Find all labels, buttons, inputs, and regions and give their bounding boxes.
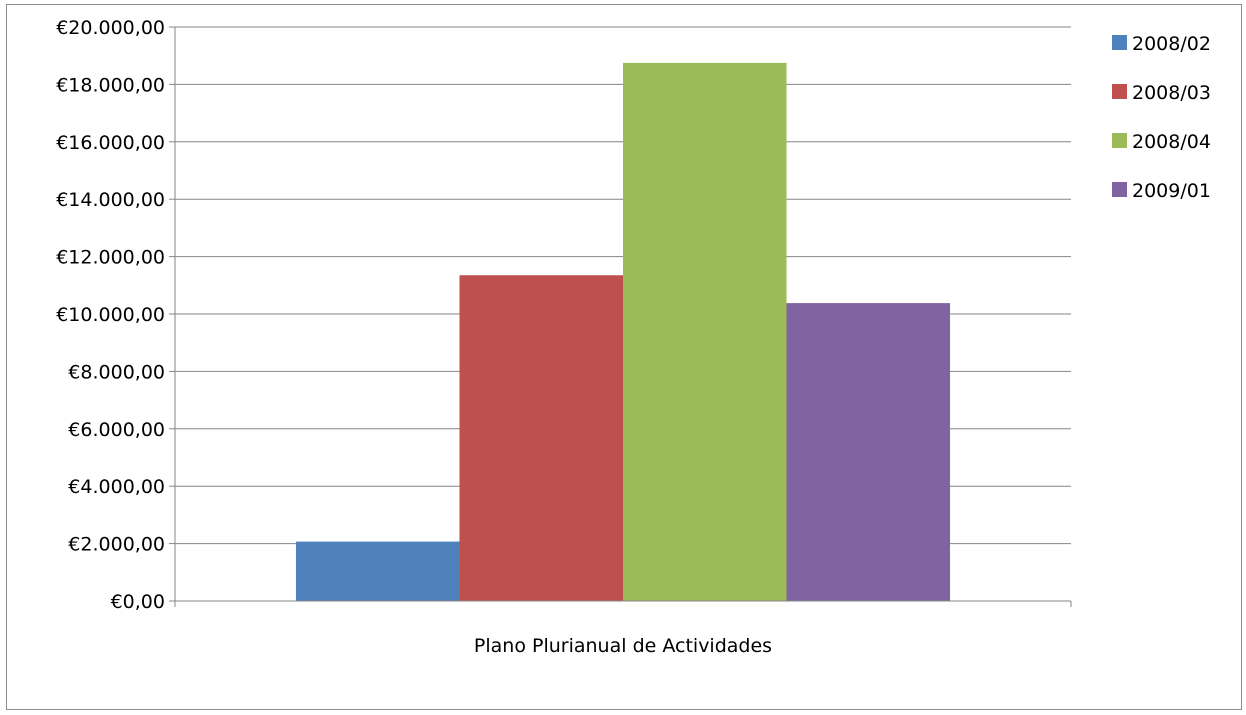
x-axis: Plano Plurianual de Actividades bbox=[174, 600, 1072, 657]
legend-label: 2009/01 bbox=[1132, 180, 1211, 202]
y-tick-label: €2.000,00 bbox=[68, 534, 165, 556]
legend-swatch bbox=[1112, 133, 1127, 148]
legend: 2008/02 2008/03 2008/04 2009/01 bbox=[1112, 33, 1211, 202]
y-tick-label: €20.000,00 bbox=[56, 17, 165, 39]
legend-label: 2008/02 bbox=[1132, 33, 1211, 55]
y-tick-label: €14.000,00 bbox=[56, 189, 165, 211]
x-tick-label: Plano Plurianual de Actividades bbox=[474, 635, 772, 657]
bars bbox=[295, 62, 951, 601]
y-tick-label: €4.000,00 bbox=[68, 476, 165, 498]
legend-swatch bbox=[1112, 84, 1127, 99]
y-axis: €0,00 €2.000,00 €4.000,00 €6.000,00 €8.000,0… bbox=[56, 17, 176, 613]
legend-swatch bbox=[1112, 35, 1127, 50]
legend-swatch bbox=[1112, 182, 1127, 197]
y-tick-label: €8.000,00 bbox=[68, 361, 165, 383]
y-tick-label: €0,00 bbox=[111, 591, 165, 613]
bar bbox=[295, 541, 460, 601]
legend-label: 2008/03 bbox=[1132, 82, 1211, 104]
y-tick-label: €10.000,00 bbox=[56, 304, 165, 326]
bar bbox=[623, 62, 787, 601]
y-tick-label: €18.000,00 bbox=[56, 74, 165, 96]
y-tick-label: €16.000,00 bbox=[56, 132, 165, 154]
legend-label: 2008/04 bbox=[1132, 131, 1211, 153]
y-tick-label: €6.000,00 bbox=[68, 419, 165, 441]
bar bbox=[786, 303, 951, 601]
bar bbox=[459, 275, 623, 601]
y-tick-label: €12.000,00 bbox=[56, 247, 165, 269]
